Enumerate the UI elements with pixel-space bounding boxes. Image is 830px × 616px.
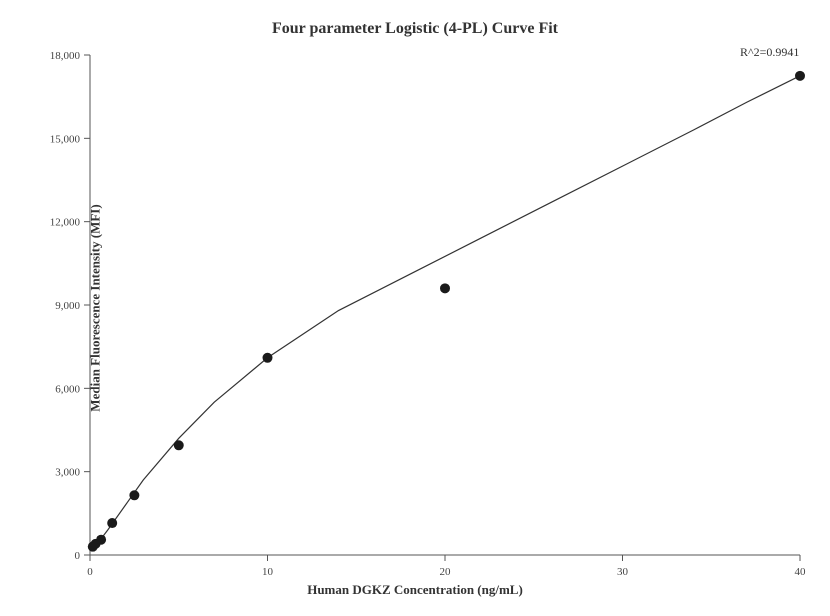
y-tick-label: 6,000 <box>55 383 80 395</box>
chart-container: Four parameter Logistic (4-PL) Curve Fit… <box>0 0 830 616</box>
y-tick-label: 9,000 <box>55 300 80 312</box>
data-point <box>96 535 106 545</box>
y-tick-label: 12,000 <box>50 217 81 229</box>
data-point <box>129 490 139 500</box>
chart-plot-svg: 0 3,000 6,000 9,000 12,000 15,000 18,000 0 10 20 3… <box>0 0 830 616</box>
x-tick-label: 0 <box>87 566 93 578</box>
x-tick-label: 20 <box>440 566 452 578</box>
y-tick-label: 0 <box>75 550 81 562</box>
x-tick-label: 30 <box>617 566 629 578</box>
x-tick-label: 10 <box>262 566 274 578</box>
data-point <box>440 283 450 293</box>
data-point <box>107 518 117 528</box>
y-tick-label: 15,000 <box>50 133 81 145</box>
data-point <box>263 353 273 363</box>
x-tick-label: 40 <box>795 566 807 578</box>
data-point <box>174 440 184 450</box>
y-tick-label: 3,000 <box>55 467 80 479</box>
y-tick-label: 18,000 <box>50 50 81 62</box>
data-point <box>795 71 805 81</box>
fit-curve <box>90 76 800 548</box>
